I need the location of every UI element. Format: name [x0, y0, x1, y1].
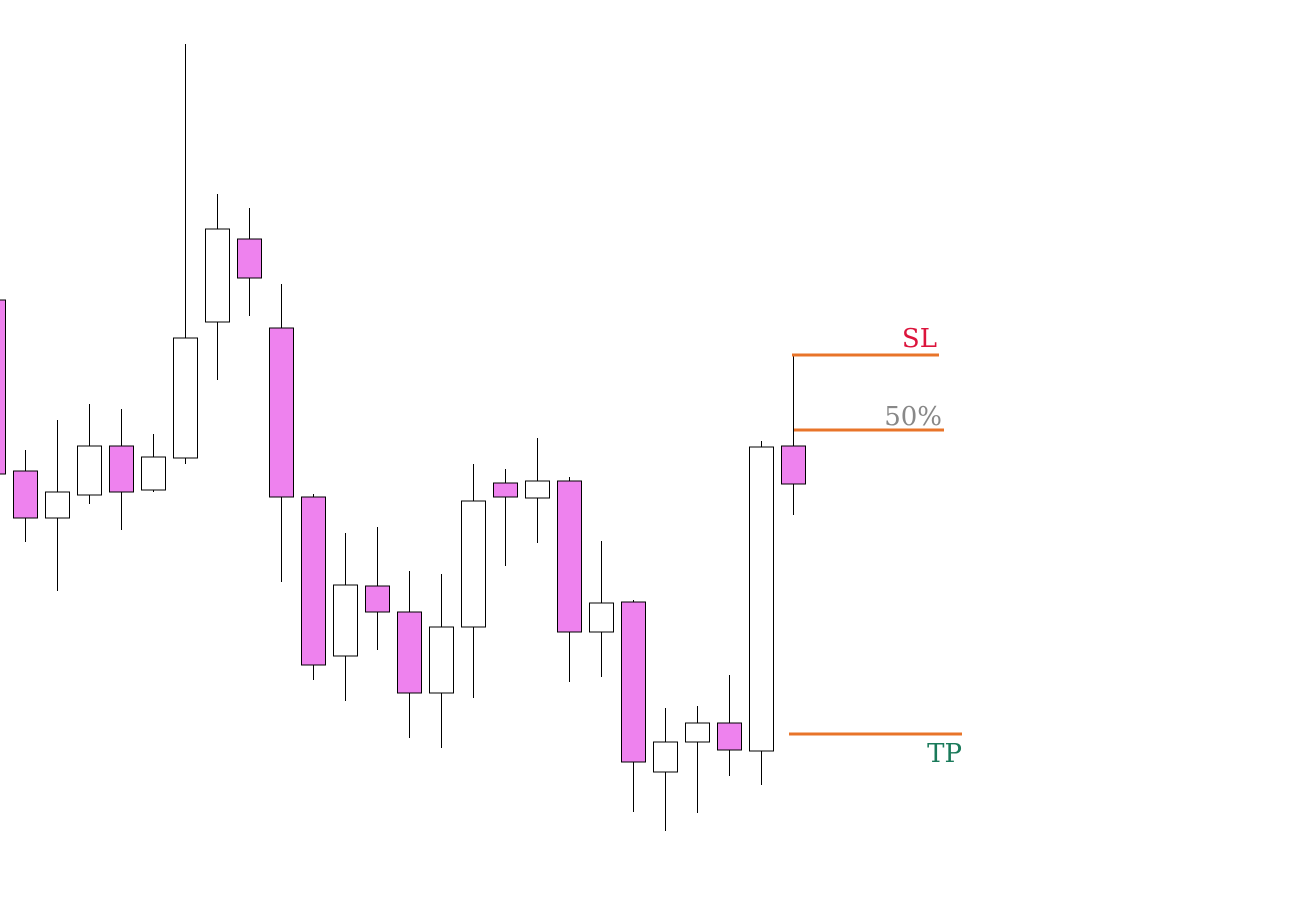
candle-body: [301, 496, 326, 666]
candle-body: [237, 238, 262, 279]
candle-body: [13, 470, 38, 519]
candle-body: [365, 585, 390, 613]
candle-body: [717, 722, 742, 751]
candle: [781, 355, 806, 515]
candle-body: [621, 601, 646, 763]
candle-body: [653, 741, 678, 773]
candle: [237, 208, 262, 316]
candle-body: [749, 446, 774, 752]
candle: [493, 469, 518, 566]
candle-body: [493, 482, 518, 498]
candle: [653, 708, 678, 831]
candle: [685, 706, 710, 813]
candle: [717, 675, 742, 776]
candle: [77, 404, 102, 504]
candle: [173, 44, 198, 464]
candle-body: [269, 327, 294, 498]
candle: [557, 477, 582, 682]
candle-body: [589, 602, 614, 633]
candle: [365, 527, 390, 650]
candle: [0, 299, 6, 475]
candle-body: [685, 722, 710, 743]
candle: [621, 600, 646, 812]
candle-body: [77, 445, 102, 496]
candle-body: [0, 299, 6, 475]
candle-body: [781, 445, 806, 485]
midpoint-label: 50%: [884, 402, 942, 432]
candle: [13, 450, 38, 542]
stop-loss-label: SL: [902, 324, 937, 354]
candle: [461, 464, 486, 698]
candle-body: [333, 584, 358, 657]
candle-body: [173, 337, 198, 459]
candle: [301, 494, 326, 680]
candle: [45, 420, 70, 591]
candle-body: [461, 500, 486, 628]
candle: [397, 571, 422, 738]
candle-body: [525, 480, 550, 499]
candle: [525, 438, 550, 543]
candle: [109, 409, 134, 530]
candle-body: [45, 491, 70, 519]
candle: [429, 574, 454, 748]
candle: [749, 441, 774, 785]
candle-body: [429, 626, 454, 694]
candle: [141, 434, 166, 492]
candle-body: [557, 480, 582, 633]
candle-body: [205, 228, 230, 323]
candle: [589, 541, 614, 677]
candle-body: [141, 456, 166, 491]
candle: [269, 284, 294, 582]
candle: [205, 194, 230, 380]
candle-body: [397, 611, 422, 694]
candles-layer: [0, 44, 806, 831]
take-profit-label: TP: [927, 739, 962, 769]
candle-body: [109, 445, 134, 493]
candle: [333, 533, 358, 701]
levels-layer: SL 50% TP: [789, 324, 962, 769]
